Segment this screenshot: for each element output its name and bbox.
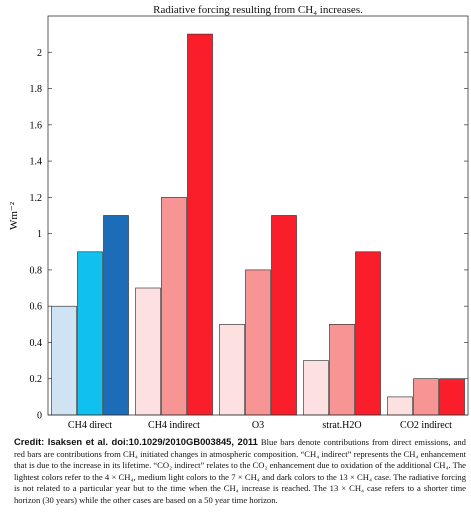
bar-o3-3 xyxy=(271,215,297,416)
x-tick-label: CO2 indirect xyxy=(400,420,452,431)
x-tick-label: CH4 direct xyxy=(68,420,112,431)
bars-group xyxy=(51,33,465,416)
plot-frame xyxy=(47,15,469,416)
y-tick-label: 1 xyxy=(37,229,42,240)
x-tick-label: CH4 indirect xyxy=(148,420,200,431)
bar-strat-h2o-1 xyxy=(303,360,329,416)
y-tick-label: 0.8 xyxy=(30,265,43,276)
bar-co2-indirect-3 xyxy=(439,378,465,416)
y-tick-label: 0.6 xyxy=(30,302,43,313)
bar-ch4-indirect-2 xyxy=(161,197,187,416)
x-tick-label: strat.H2O xyxy=(322,420,361,431)
y-tick-label: 0.4 xyxy=(30,338,43,349)
y-tick-label: 1.4 xyxy=(30,157,43,168)
y-axis: 0 0.2 0.4 0.6 0.8 1 1.2 1.4 1.6 1.8 2 xyxy=(30,48,468,422)
y-axis-label: Wm⁻² xyxy=(8,201,20,230)
bar-o3-2 xyxy=(245,269,271,416)
bar-strat-h2o-2 xyxy=(329,323,355,416)
caption-credit: Credit: Isaksen et al. doi:10.1029/2010G… xyxy=(14,436,258,447)
x-axis: CH4 direct CH4 indirect O3 strat.H2O CO2 ind… xyxy=(68,420,452,431)
y-tick-label: 2 xyxy=(37,48,42,59)
y-tick-label: 0.2 xyxy=(30,374,43,385)
figure-caption: Credit: Isaksen et al. doi:10.1029/2010G… xyxy=(14,436,466,507)
bar-co2-indirect-2 xyxy=(413,378,439,416)
y-tick-label: 1.2 xyxy=(30,193,43,204)
bar-ch4-indirect-1 xyxy=(135,287,161,416)
bar-ch4-indirect-3 xyxy=(187,33,213,416)
y-tick-label: 1.6 xyxy=(30,120,43,131)
bar-o3-1 xyxy=(219,323,245,416)
x-tick-label: O3 xyxy=(252,420,264,431)
bar-co2-indirect-1 xyxy=(387,396,413,416)
chart: 00.20.40.60.811.21.41.61.82 CH4 direct CH… xyxy=(8,15,469,431)
caption-text: Blue bars denote contributions from dire… xyxy=(14,437,466,505)
bar-ch4-direct-2 xyxy=(77,251,103,416)
bar-ch4-direct-1 xyxy=(51,305,77,416)
y-tick-label: 1.8 xyxy=(30,84,43,95)
y-tick-label: 0 xyxy=(37,411,42,422)
bar-strat-h2o-3 xyxy=(355,251,381,416)
bar-ch4-direct-3 xyxy=(103,215,129,416)
chart-title: Radiative forcing resulting from CH₄ inc… xyxy=(153,4,363,16)
